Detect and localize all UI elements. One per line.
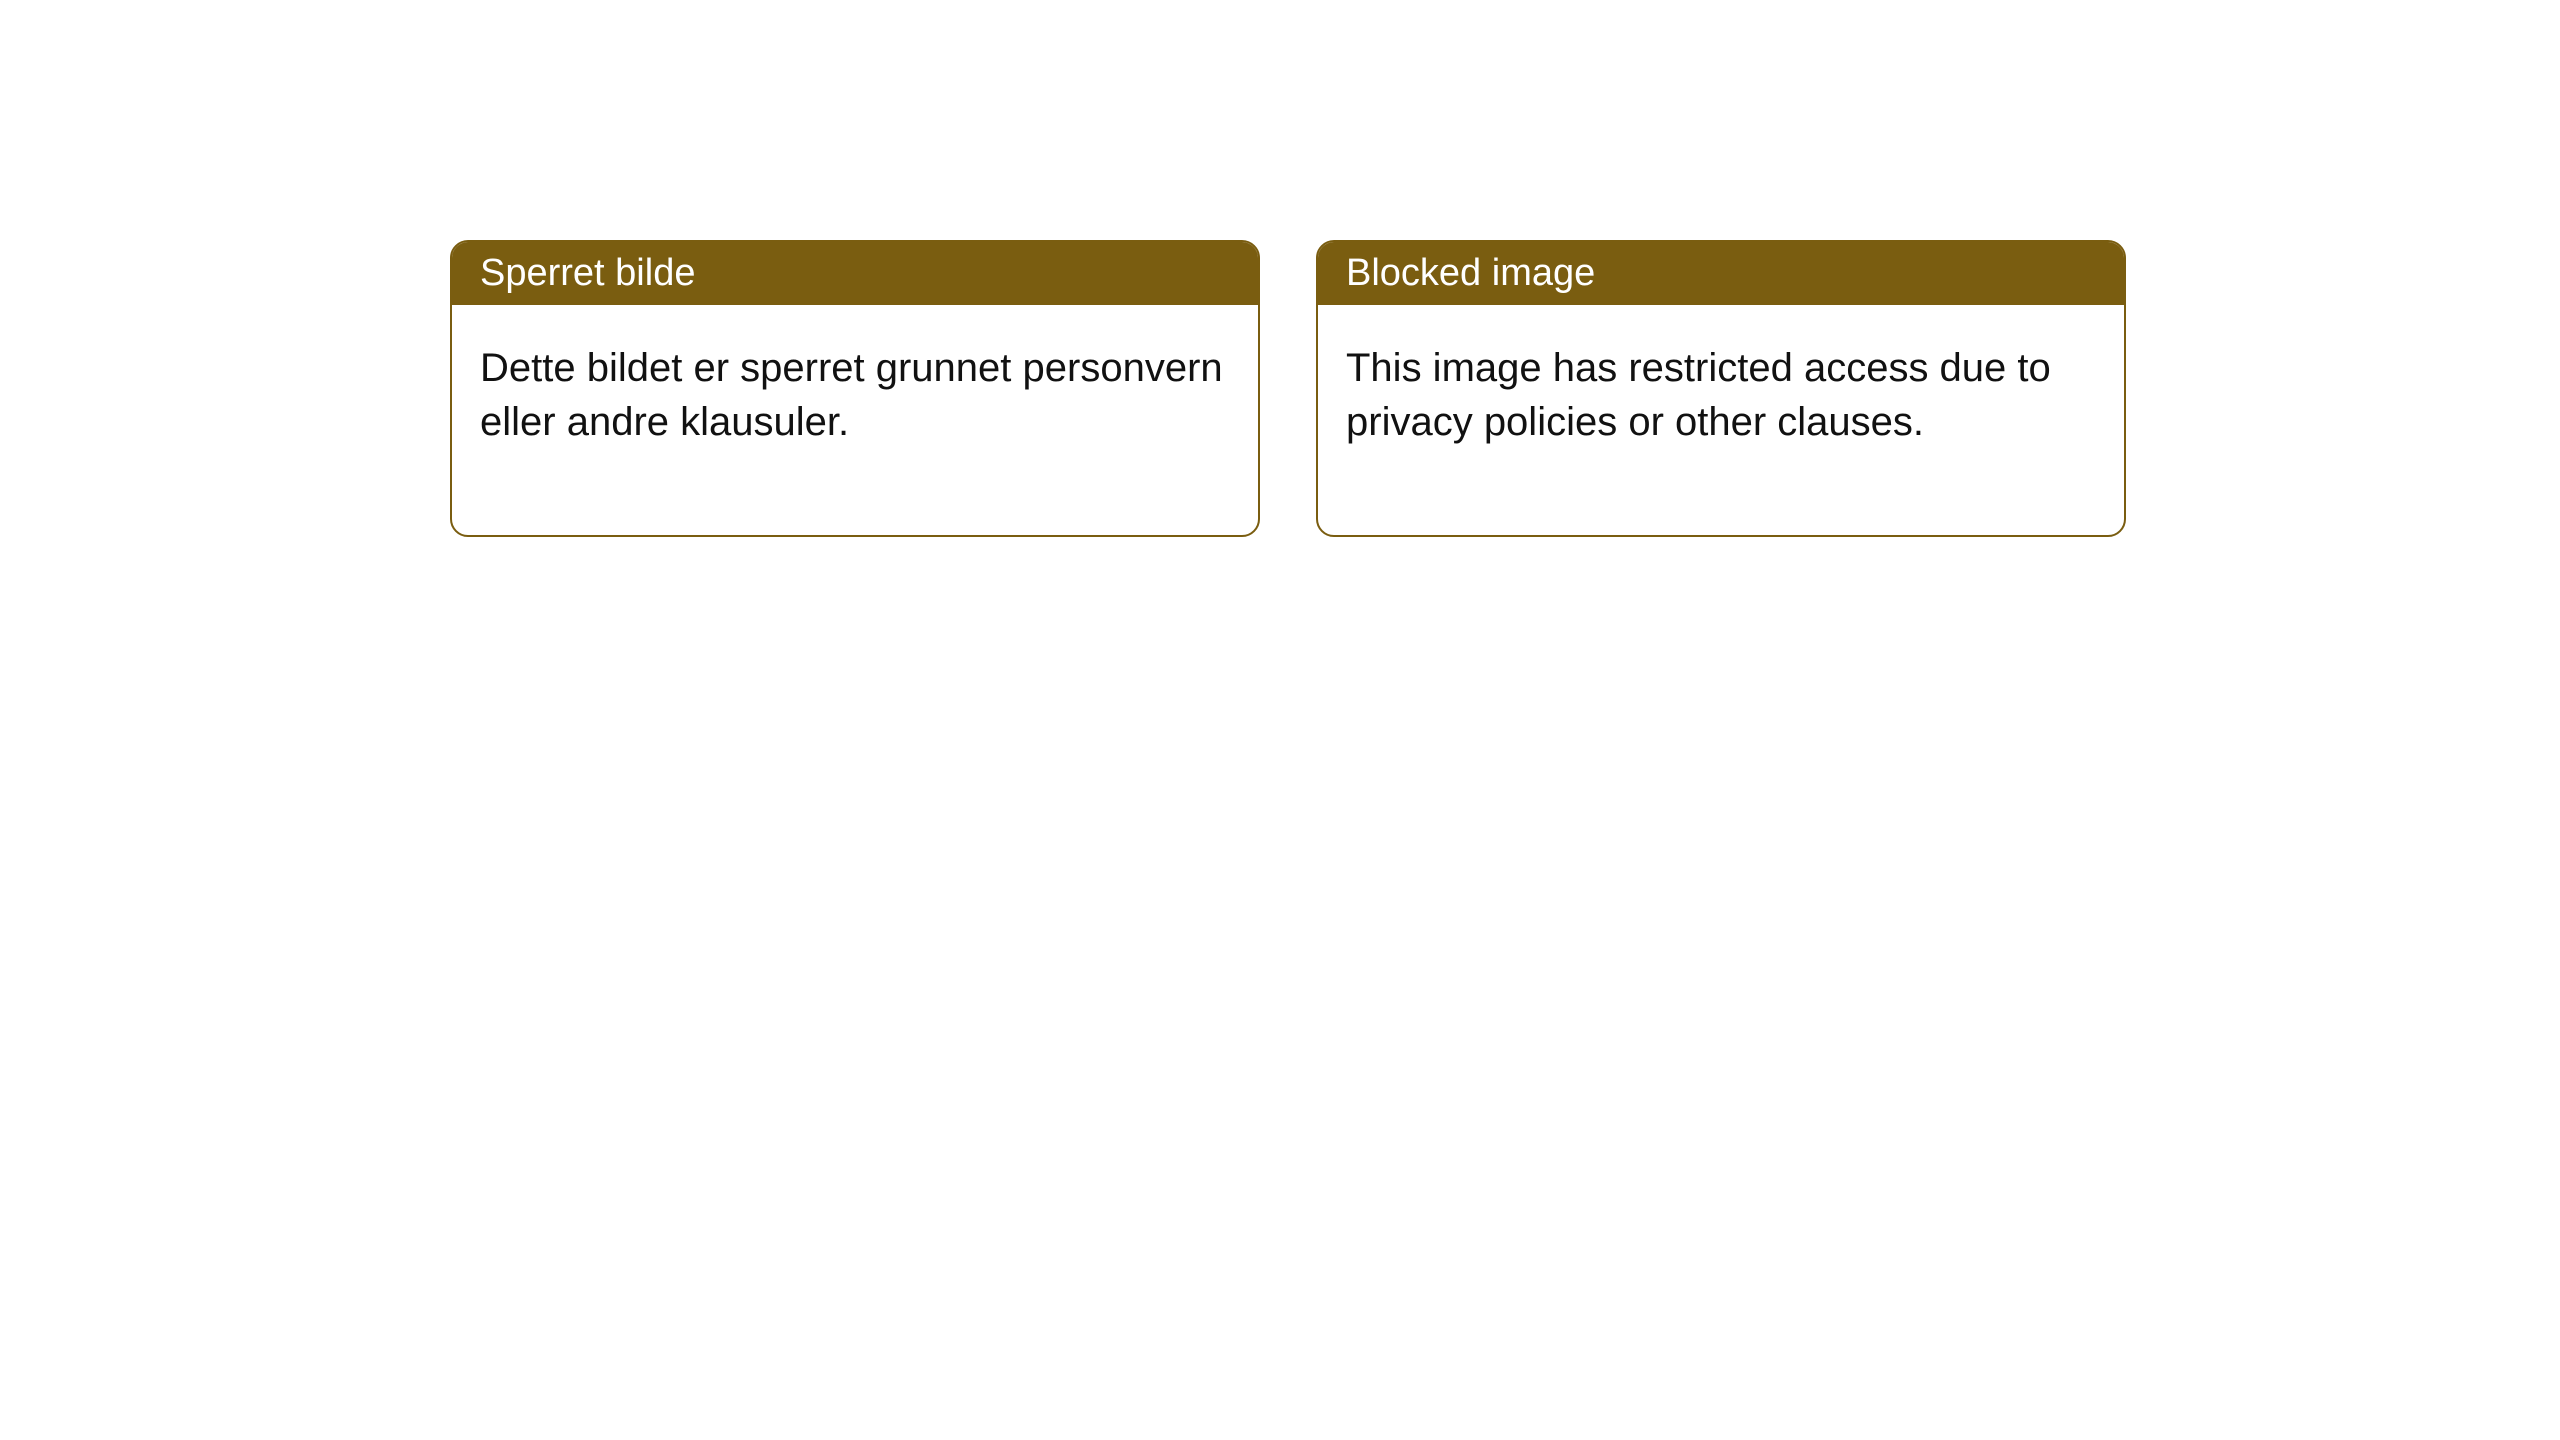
notice-card-body: This image has restricted access due to … bbox=[1318, 305, 2124, 535]
notice-card-title: Blocked image bbox=[1318, 242, 2124, 305]
notice-card-title: Sperret bilde bbox=[452, 242, 1258, 305]
notice-card-body: Dette bildet er sperret grunnet personve… bbox=[452, 305, 1258, 535]
notice-container: Sperret bilde Dette bildet er sperret gr… bbox=[0, 0, 2560, 537]
notice-card-english: Blocked image This image has restricted … bbox=[1316, 240, 2126, 537]
notice-card-norwegian: Sperret bilde Dette bildet er sperret gr… bbox=[450, 240, 1260, 537]
